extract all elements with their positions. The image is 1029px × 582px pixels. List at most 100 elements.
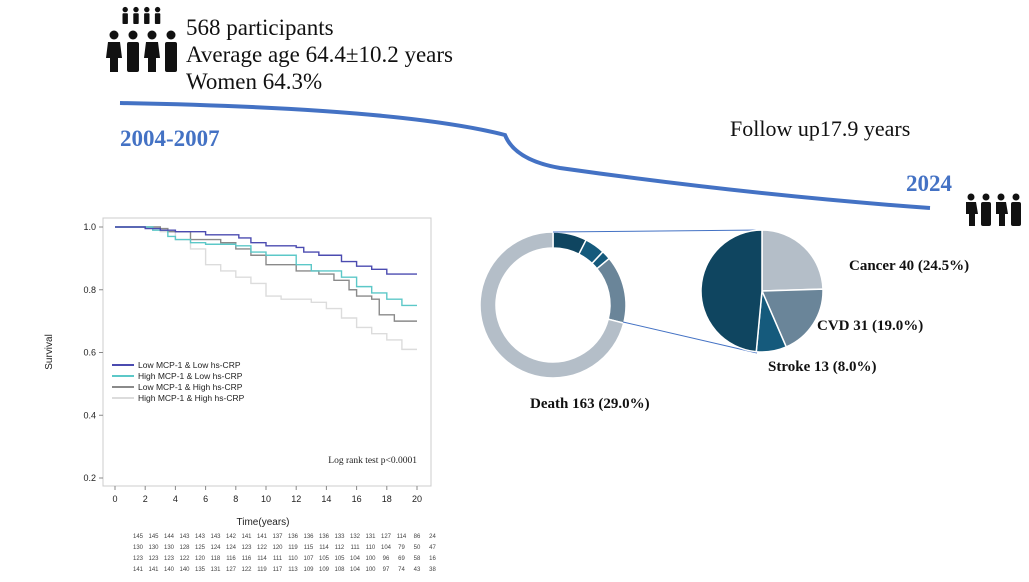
survival-curve — [115, 226, 417, 351]
at-risk-count: 141 — [148, 567, 159, 573]
at-risk-count: 125 — [194, 545, 205, 551]
at-risk-count: 114 — [396, 534, 407, 540]
legend-label: High MCP-1 & High hs-CRP — [138, 393, 245, 403]
at-risk-count: 86 — [413, 534, 421, 540]
at-risk-count: 104 — [349, 567, 360, 573]
survival-curve — [115, 226, 417, 307]
at-risk-count: 136 — [318, 534, 329, 540]
at-risk-count: 145 — [132, 534, 143, 540]
at-risk-count: 38 — [429, 567, 436, 573]
at-risk-count: 108 — [334, 567, 345, 573]
at-risk-count: 136 — [287, 534, 298, 540]
people-icon — [106, 6, 177, 72]
at-risk-count: 145 — [148, 534, 159, 540]
at-risk-count: 141 — [132, 567, 143, 573]
at-risk-count: 116 — [241, 556, 252, 562]
connector-line — [552, 229, 763, 233]
at-risk-count: 114 — [257, 556, 267, 562]
at-risk-count: 58 — [413, 556, 421, 562]
at-risk-count: 119 — [257, 567, 267, 573]
at-risk-count: 112 — [334, 545, 345, 551]
y-tick-label: 0.4 — [83, 410, 96, 420]
at-risk-count: 117 — [272, 567, 283, 573]
at-risk-count: 97 — [382, 567, 390, 573]
at-risk-count: 142 — [225, 534, 236, 540]
at-risk-count: 123 — [148, 556, 159, 562]
at-risk-count: 122 — [256, 545, 267, 551]
timeline-curve — [119, 101, 931, 210]
at-risk-count: 122 — [179, 556, 190, 562]
at-risk-count: 110 — [365, 545, 376, 551]
at-risk-count: 124 — [225, 545, 236, 551]
y-axis-label: Survival — [44, 334, 55, 370]
x-tick-label: 10 — [261, 494, 271, 504]
at-risk-count: 143 — [210, 534, 221, 540]
at-risk-count: 128 — [179, 545, 190, 551]
at-risk-count: 104 — [380, 545, 391, 551]
x-tick-label: 14 — [321, 494, 331, 504]
at-risk-count: 116 — [226, 556, 236, 562]
y-tick-label: 1.0 — [83, 222, 96, 232]
log-rank-annotation: Log rank test p<0.0001 — [328, 456, 417, 466]
people-icon-end — [966, 193, 1021, 226]
x-tick-label: 18 — [382, 494, 392, 504]
start-year: 2004-2007 — [120, 126, 220, 151]
x-axis-label: Time(years) — [237, 517, 290, 528]
at-risk-count: 120 — [194, 556, 205, 562]
follow-up-text: Follow up17.9 years — [730, 116, 911, 141]
at-risk-count: 133 — [334, 534, 345, 540]
cvd-label: CVD 31 (19.0%) — [817, 318, 924, 334]
at-risk-count: 100 — [365, 567, 376, 573]
legend-label: High MCP-1 & Low hs-CRP — [138, 371, 243, 381]
at-risk-count: 131 — [365, 534, 376, 540]
at-risk-count: 100 — [365, 556, 376, 562]
at-risk-count: 105 — [318, 556, 329, 562]
at-risk-count: 120 — [272, 545, 283, 551]
donut-segment — [479, 231, 625, 379]
at-risk-count: 47 — [429, 545, 436, 551]
x-tick-label: 0 — [112, 494, 117, 504]
at-risk-count: 140 — [163, 567, 174, 573]
participants-text: 568 participants — [186, 15, 334, 40]
at-risk-count: 110 — [288, 556, 298, 562]
at-risk-count: 105 — [334, 556, 345, 562]
survival-curve — [115, 226, 417, 322]
at-risk-count: 135 — [194, 567, 205, 573]
cancer-label: Cancer 40 (24.5%) — [849, 258, 970, 274]
y-tick-label: 0.8 — [83, 285, 96, 295]
at-risk-count: 104 — [349, 556, 360, 562]
at-risk-count: 123 — [132, 556, 143, 562]
legend-label: Low MCP-1 & High hs-CRP — [138, 382, 243, 392]
at-risk-count: 130 — [148, 545, 159, 551]
legend-label: Low MCP-1 & Low hs-CRP — [138, 360, 241, 370]
death-charts — [479, 229, 824, 379]
at-risk-count: 127 — [225, 567, 236, 573]
pie-slice — [761, 229, 824, 292]
x-tick-label: 4 — [173, 494, 178, 504]
at-risk-count: 24 — [429, 534, 436, 540]
at-risk-count: 130 — [132, 545, 143, 551]
at-risk-count: 122 — [241, 567, 252, 573]
at-risk-count: 131 — [210, 567, 221, 573]
at-risk-count: 141 — [256, 534, 267, 540]
at-risk-count: 96 — [382, 556, 390, 562]
at-risk-count: 143 — [194, 534, 205, 540]
x-tick-label: 20 — [412, 494, 422, 504]
x-tick-label: 2 — [143, 494, 148, 504]
y-tick-label: 0.2 — [83, 473, 96, 483]
age-text: Average age 64.4±10.2 years — [186, 42, 454, 67]
at-risk-count: 50 — [413, 545, 421, 551]
stroke-label: Stroke 13 (8.0%) — [768, 359, 877, 375]
at-risk-count: 109 — [303, 567, 314, 573]
x-tick-label: 12 — [291, 494, 301, 504]
at-risk-count: 132 — [349, 534, 360, 540]
at-risk-count: 111 — [272, 556, 283, 562]
at-risk-count: 74 — [398, 567, 405, 573]
at-risk-count: 118 — [210, 556, 221, 562]
end-year: 2024 — [906, 171, 952, 196]
at-risk-count: 79 — [398, 545, 405, 551]
at-risk-count: 69 — [398, 556, 405, 562]
pie-slice — [760, 288, 824, 348]
survival-curve — [115, 226, 417, 275]
